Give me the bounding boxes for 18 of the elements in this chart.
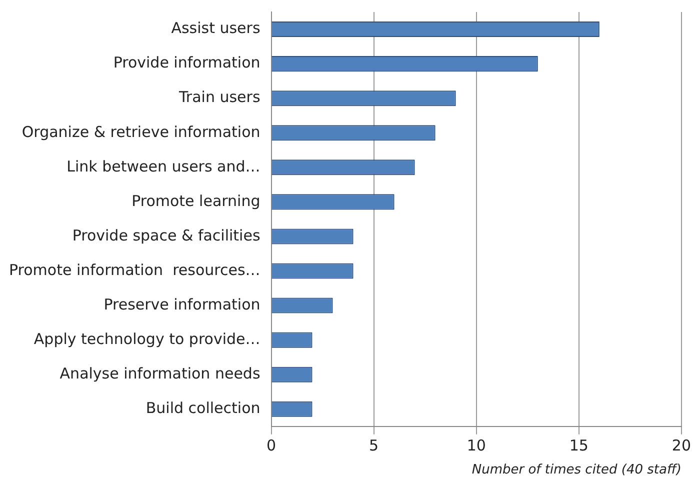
y-tick-label: Preserve information (104, 295, 260, 314)
y-tick-label: Build collection (146, 399, 260, 418)
x-tick-label: 15 (569, 436, 588, 454)
y-tick-label: Assist users (171, 19, 260, 38)
y-tick-label: Apply technology to provide… (34, 330, 260, 348)
x-tick-label: 10 (466, 436, 486, 454)
y-tick-label: Promote learning (132, 192, 260, 210)
y-tick-label: Promote information resources… (9, 260, 260, 279)
y-tick-label: Provide information (113, 54, 260, 72)
y-tick-label: Analyse information needs (60, 364, 260, 382)
y-tick-label: Organize & retrieve information (22, 122, 260, 141)
x-tick-label: 0 (266, 436, 276, 454)
y-tick-label: Provide space & facilities (72, 226, 260, 244)
y-tick-label: Train users (178, 88, 260, 106)
x-tick-label: 20 (672, 436, 692, 454)
y-tick-label: Link between users and… (66, 157, 260, 176)
x-axis-title: Number of times cited (40 staff) (472, 462, 682, 478)
x-tick-label: 5 (369, 436, 379, 454)
